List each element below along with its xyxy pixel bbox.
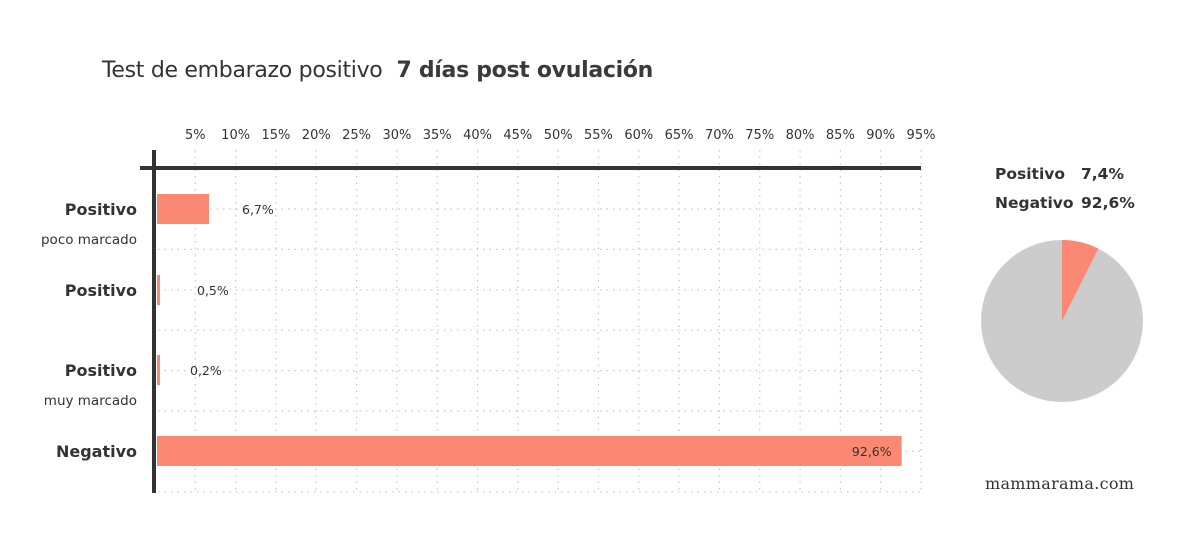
category-label: Positivo — [65, 200, 137, 219]
category-label: Positivo — [65, 281, 137, 300]
x-tick-label: 55% — [584, 128, 613, 143]
x-tick-label: 75% — [745, 128, 774, 143]
summary-row-negative: Negativo 92,6% — [995, 189, 1135, 218]
bar-value-label: 0,5% — [197, 283, 229, 298]
bar — [157, 275, 160, 305]
x-tick-label: 25% — [342, 128, 371, 143]
bar — [157, 436, 902, 466]
category-label: Positivo — [65, 361, 137, 380]
x-tick-label: 80% — [786, 128, 815, 143]
x-tick-label: 15% — [261, 128, 290, 143]
bars: 6,7% 0,5% 0,2% 92,6% — [157, 194, 902, 466]
category-labels: Positivo poco marcado Positivo Positivo muy … — [41, 200, 137, 461]
x-tick-label: 85% — [826, 128, 855, 143]
x-tick-label: 45% — [503, 128, 532, 143]
category-label: Negativo — [56, 442, 137, 461]
summary-row-positive: Positivo 7,4% — [995, 160, 1135, 189]
x-tick-label: 20% — [302, 128, 331, 143]
x-tick-label: 5% — [185, 128, 206, 143]
summary-legend: Positivo 7,4% Negativo 92,6% — [995, 160, 1135, 218]
summary-label: Negativo — [995, 194, 1074, 212]
category-sublabel: poco marcado — [41, 232, 137, 248]
x-tick-label: 50% — [544, 128, 573, 143]
x-tick-label: 90% — [866, 128, 895, 143]
bar — [157, 355, 160, 385]
x-tick-label: 70% — [705, 128, 734, 143]
summary-label: Positivo — [995, 165, 1066, 183]
summary-value: 7,4% — [1081, 165, 1124, 183]
x-tick-label: 65% — [665, 128, 694, 143]
x-axis-ticks: 5% 10% 15% 20% 25% 30% 35% 40% 45% 50% 55% 60% 65% 70… — [185, 128, 935, 143]
brand-watermark: mammarama.com — [985, 474, 1135, 493]
x-tick-label: 95% — [907, 128, 936, 143]
bar-value-label: 6,7% — [242, 202, 274, 217]
bar — [157, 194, 210, 224]
pie-slice-positivo — [1062, 240, 1099, 321]
bar-value-label: 92,6% — [852, 444, 892, 459]
x-tick-label: 40% — [463, 128, 492, 143]
x-tick-label: 35% — [423, 128, 452, 143]
category-sublabel: muy marcado — [44, 393, 137, 409]
chart-title: Test de embarazo positivo 7 días post ovu… — [102, 58, 653, 83]
x-tick-label: 30% — [382, 128, 411, 143]
title-highlight: 7 días post ovulación — [396, 58, 654, 83]
x-tick-label: 60% — [624, 128, 653, 143]
pie-chart — [981, 240, 1143, 402]
x-tick-label: 10% — [221, 128, 250, 143]
summary-value: 92,6% — [1081, 194, 1135, 212]
title-main: Test de embarazo positivo — [102, 58, 383, 83]
bar-value-label: 0,2% — [190, 363, 222, 378]
